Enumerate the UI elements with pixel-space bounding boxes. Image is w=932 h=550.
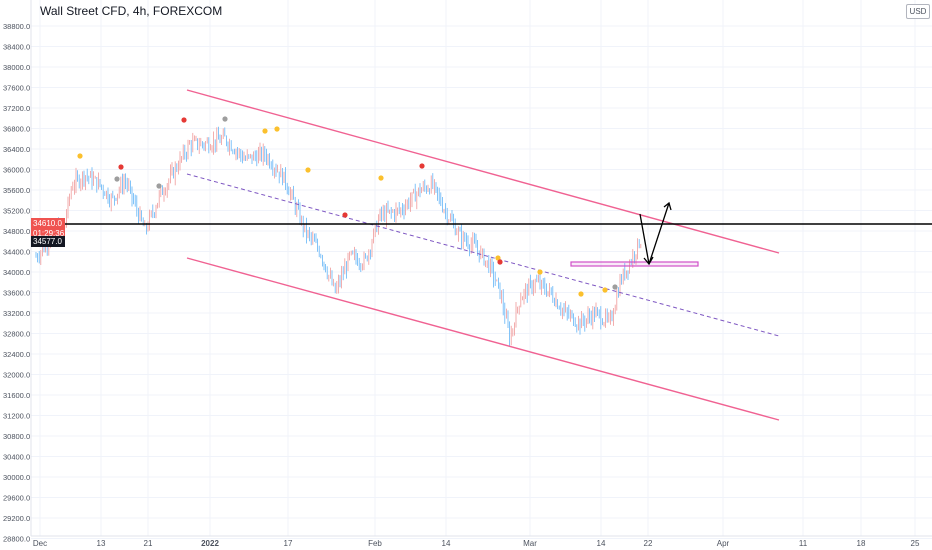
y-tick-label: 34400.0 xyxy=(3,248,30,257)
event-marker-icon[interactable] xyxy=(497,259,503,265)
event-marker-icon[interactable] xyxy=(262,128,268,134)
y-tick-label: 38400.0 xyxy=(3,43,30,52)
event-marker-icon[interactable] xyxy=(612,284,618,290)
x-tick-label: Mar xyxy=(523,539,537,548)
x-tick-label: 18 xyxy=(857,539,866,548)
y-tick-label: 33600.0 xyxy=(3,289,30,298)
y-tick-label: 35200.0 xyxy=(3,207,30,216)
y-tick-label: 34000.0 xyxy=(3,268,30,277)
event-marker-icon[interactable] xyxy=(156,183,162,189)
y-tick-label: 38000.0 xyxy=(3,63,30,72)
channel-lower-line[interactable] xyxy=(186,257,780,421)
x-tick-label: Dec xyxy=(33,539,47,548)
x-tick-label: 22 xyxy=(644,539,653,548)
x-tick-label: 14 xyxy=(442,539,451,548)
event-marker-icon[interactable] xyxy=(378,175,384,181)
y-tick-label: 34800.0 xyxy=(3,227,30,236)
y-tick-label: 33200.0 xyxy=(3,309,30,318)
x-tick-label: 17 xyxy=(284,539,293,548)
arrow-up-icon xyxy=(663,201,672,211)
y-tick-label: 31600.0 xyxy=(3,391,30,400)
event-marker-icon[interactable] xyxy=(305,167,311,173)
x-tick-label: 13 xyxy=(97,539,106,548)
chart-title: Wall Street CFD, 4h, FOREXCOM xyxy=(40,4,223,18)
event-marker-icon[interactable] xyxy=(114,176,120,182)
candlestick-series[interactable] xyxy=(35,126,642,346)
projection-path[interactable] xyxy=(639,202,670,265)
event-marker-icon[interactable] xyxy=(495,255,501,261)
channel-upper-line[interactable] xyxy=(186,89,780,254)
y-tick-label: 38800.0 xyxy=(3,22,30,31)
y-tick-label: 30800.0 xyxy=(3,432,30,441)
x-tick-label: 14 xyxy=(597,539,606,548)
y-tick-label: 35600.0 xyxy=(3,186,30,195)
drawing-tools[interactable] xyxy=(31,89,932,421)
x-tick-label: 11 xyxy=(799,539,808,548)
y-tick-label: 32400.0 xyxy=(3,350,30,359)
y-tick-label: 31200.0 xyxy=(3,412,30,421)
currency-badge[interactable]: USD xyxy=(906,4,930,19)
y-tick-label: 36400.0 xyxy=(3,145,30,154)
x-tick-label: 21 xyxy=(144,539,153,548)
x-tick-label: Feb xyxy=(368,539,382,548)
y-tick-label: 30000.0 xyxy=(3,473,30,482)
x-axis[interactable]: Dec 13 21 2022 17 Feb 14 Mar 14 22 Apr 11 18 25 xyxy=(33,539,920,548)
y-tick-label: 36800.0 xyxy=(3,125,30,134)
x-tick-label: 2022 xyxy=(201,539,219,548)
y-tick-label: 28800.0 xyxy=(3,535,30,544)
bar-countdown-label: 01:29:36 xyxy=(31,228,65,239)
event-marker-icon[interactable] xyxy=(77,153,83,159)
x-tick-label: 25 xyxy=(911,539,920,548)
event-marker-icon[interactable] xyxy=(118,164,124,170)
event-marker-icon[interactable] xyxy=(342,212,348,218)
level-price-label: 34577.0 xyxy=(31,236,65,247)
y-tick-label: 36000.0 xyxy=(3,166,30,175)
y-tick-label: 29600.0 xyxy=(3,494,30,503)
y-tick-label: 37600.0 xyxy=(3,84,30,93)
event-marker-icon[interactable] xyxy=(602,287,608,293)
zone-rectangle[interactable] xyxy=(570,261,699,267)
y-axis[interactable]: 38800.0 38400.0 38000.0 37600.0 37200.0 36800… xyxy=(3,22,30,544)
arrow-down-icon xyxy=(643,256,654,266)
y-tick-label: 32800.0 xyxy=(3,330,30,339)
event-marker-icon[interactable] xyxy=(274,126,280,132)
y-tick-label: 30400.0 xyxy=(3,453,30,462)
chart-grid xyxy=(31,0,932,539)
y-tick-label: 29200.0 xyxy=(3,514,30,523)
event-marker-icon[interactable] xyxy=(222,116,228,122)
event-marker-icon[interactable] xyxy=(537,269,543,275)
x-tick-label: Apr xyxy=(717,539,730,548)
y-tick-label: 32000.0 xyxy=(3,371,30,380)
event-marker-icon[interactable] xyxy=(578,291,584,297)
y-tick-label: 37200.0 xyxy=(3,104,30,113)
event-marker-icon[interactable] xyxy=(419,163,425,169)
channel-median-line[interactable] xyxy=(186,173,780,337)
last-price-label: 34610.0 xyxy=(31,218,65,229)
event-marker-icon[interactable] xyxy=(181,117,187,123)
